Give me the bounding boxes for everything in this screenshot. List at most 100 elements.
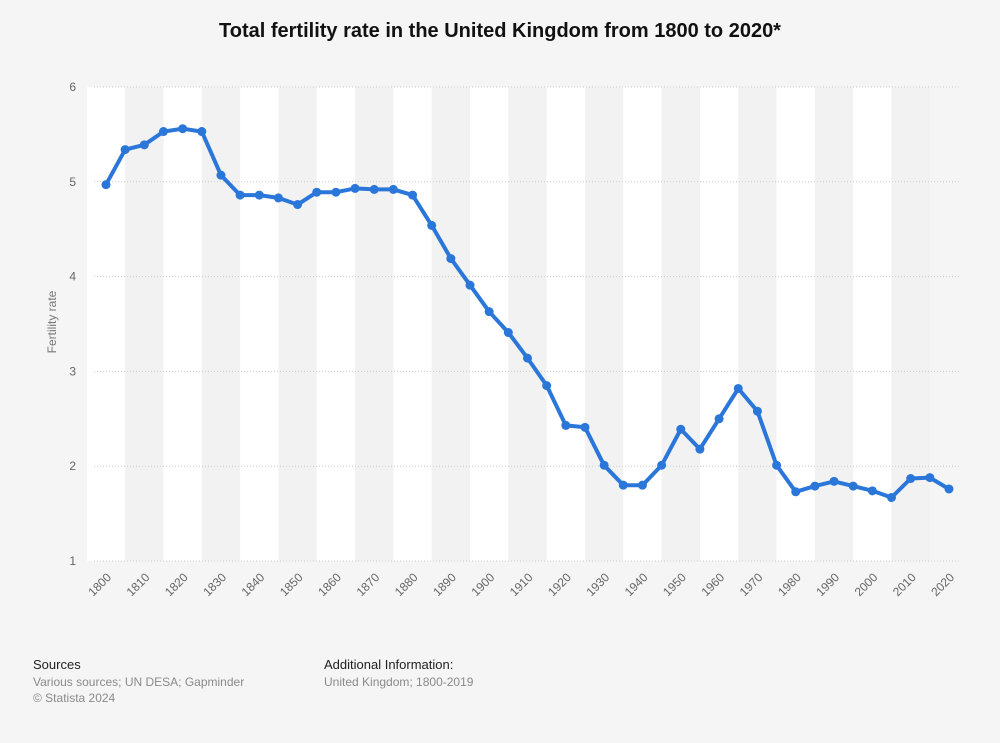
x-tick-label: 1850: [277, 570, 306, 599]
data-point[interactable]: [408, 190, 418, 200]
data-point[interactable]: [273, 193, 283, 203]
x-tick-label: 1890: [430, 570, 459, 599]
sources-heading: Sources: [33, 657, 81, 672]
x-tick-label: 1910: [507, 570, 536, 599]
x-tick-label: 2010: [890, 570, 919, 599]
y-tick-label: 2: [69, 459, 76, 473]
data-point[interactable]: [752, 406, 762, 416]
data-point[interactable]: [657, 460, 667, 470]
x-tick-label: 1810: [124, 570, 153, 599]
data-point[interactable]: [676, 424, 686, 434]
data-point[interactable]: [465, 280, 475, 290]
additional-info-heading: Additional Information:: [324, 657, 454, 672]
column-band: [853, 87, 892, 561]
data-point[interactable]: [829, 476, 839, 486]
x-tick-label: 1840: [239, 570, 268, 599]
data-point[interactable]: [388, 184, 398, 194]
column-band: [278, 87, 317, 561]
data-point[interactable]: [158, 127, 168, 137]
data-point[interactable]: [944, 484, 954, 494]
x-tick-label: 1800: [85, 570, 114, 599]
x-tick-label: 1830: [200, 570, 229, 599]
gridlines: [94, 86, 961, 562]
data-point[interactable]: [178, 124, 188, 134]
y-axis-label: Fertility rate: [45, 290, 59, 353]
column-band: [201, 87, 241, 561]
x-tick-label: 1940: [622, 570, 651, 599]
data-point[interactable]: [331, 187, 341, 197]
x-tick-label: 1920: [545, 570, 574, 599]
data-point[interactable]: [772, 460, 782, 470]
column-band: [776, 87, 815, 561]
copyright-text[interactable]: © Statista 2024: [33, 691, 116, 705]
column-band: [163, 87, 202, 561]
data-point[interactable]: [695, 444, 705, 454]
additional-info-block: Additional Information: United Kingdom; …: [324, 657, 473, 690]
data-point[interactable]: [733, 383, 743, 393]
data-point[interactable]: [791, 487, 801, 497]
data-point[interactable]: [120, 145, 130, 155]
data-point[interactable]: [139, 140, 149, 150]
y-tick-label: 3: [69, 364, 76, 378]
x-tick-label: 1870: [354, 570, 383, 599]
sources-block: Sources Various sources; UN DESA; Gapmin…: [33, 657, 244, 706]
column-bands: [86, 87, 930, 561]
data-point[interactable]: [637, 480, 647, 490]
column-band: [125, 87, 164, 561]
sources-text: Various sources; UN DESA; Gapminder: [33, 675, 245, 689]
x-tick-label: 1880: [392, 570, 421, 599]
data-point[interactable]: [216, 170, 226, 180]
x-tick-label: 1820: [162, 570, 191, 599]
y-tick-label: 1: [69, 554, 76, 568]
column-band: [814, 87, 854, 561]
y-tick-label: 5: [69, 175, 76, 189]
x-tick-label: 1970: [737, 570, 766, 599]
data-point[interactable]: [503, 328, 513, 338]
data-point[interactable]: [312, 187, 322, 197]
column-band: [508, 87, 547, 561]
column-band: [240, 87, 279, 561]
data-point[interactable]: [599, 460, 609, 470]
y-tick-label: 4: [69, 270, 76, 284]
data-point[interactable]: [848, 481, 858, 491]
x-tick-label: 1900: [469, 570, 498, 599]
data-point[interactable]: [293, 200, 303, 210]
column-band: [431, 87, 471, 561]
data-point[interactable]: [523, 353, 532, 363]
data-point[interactable]: [867, 486, 877, 496]
column-band: [316, 87, 356, 561]
data-point[interactable]: [427, 220, 437, 230]
data-point[interactable]: [235, 190, 245, 200]
chart-title: Total fertility rate in the United Kingd…: [219, 20, 781, 42]
data-point[interactable]: [714, 414, 724, 424]
column-band: [86, 87, 126, 561]
column-band: [661, 87, 700, 561]
data-point[interactable]: [101, 180, 111, 190]
x-tick-label: 2020: [928, 570, 957, 599]
data-point[interactable]: [350, 183, 360, 193]
y-tick-label: 6: [69, 80, 76, 94]
data-point[interactable]: [197, 127, 207, 137]
data-point[interactable]: [446, 254, 456, 264]
data-point[interactable]: [810, 481, 820, 491]
data-point[interactable]: [542, 381, 552, 391]
data-point[interactable]: [925, 473, 935, 483]
data-point[interactable]: [618, 480, 628, 490]
x-tick-label: 1980: [775, 570, 804, 599]
data-point[interactable]: [369, 184, 379, 194]
column-band: [584, 87, 624, 561]
data-point[interactable]: [561, 420, 571, 430]
data-point[interactable]: [887, 492, 897, 502]
x-axis-ticks: 1800 1810 1820 1830 1840 1850 1860 1870 1880 1890…: [85, 570, 957, 599]
x-tick-label: 1960: [698, 570, 727, 599]
data-point[interactable]: [484, 307, 494, 317]
column-band: [393, 87, 432, 561]
x-tick-label: 1860: [315, 570, 344, 599]
y-axis-ticks: 1 2 3 4 5 6: [69, 80, 76, 568]
x-tick-label: 1930: [583, 570, 612, 599]
column-band: [623, 87, 662, 561]
data-point[interactable]: [580, 422, 590, 432]
data-point[interactable]: [906, 474, 916, 484]
data-point[interactable]: [254, 190, 264, 200]
